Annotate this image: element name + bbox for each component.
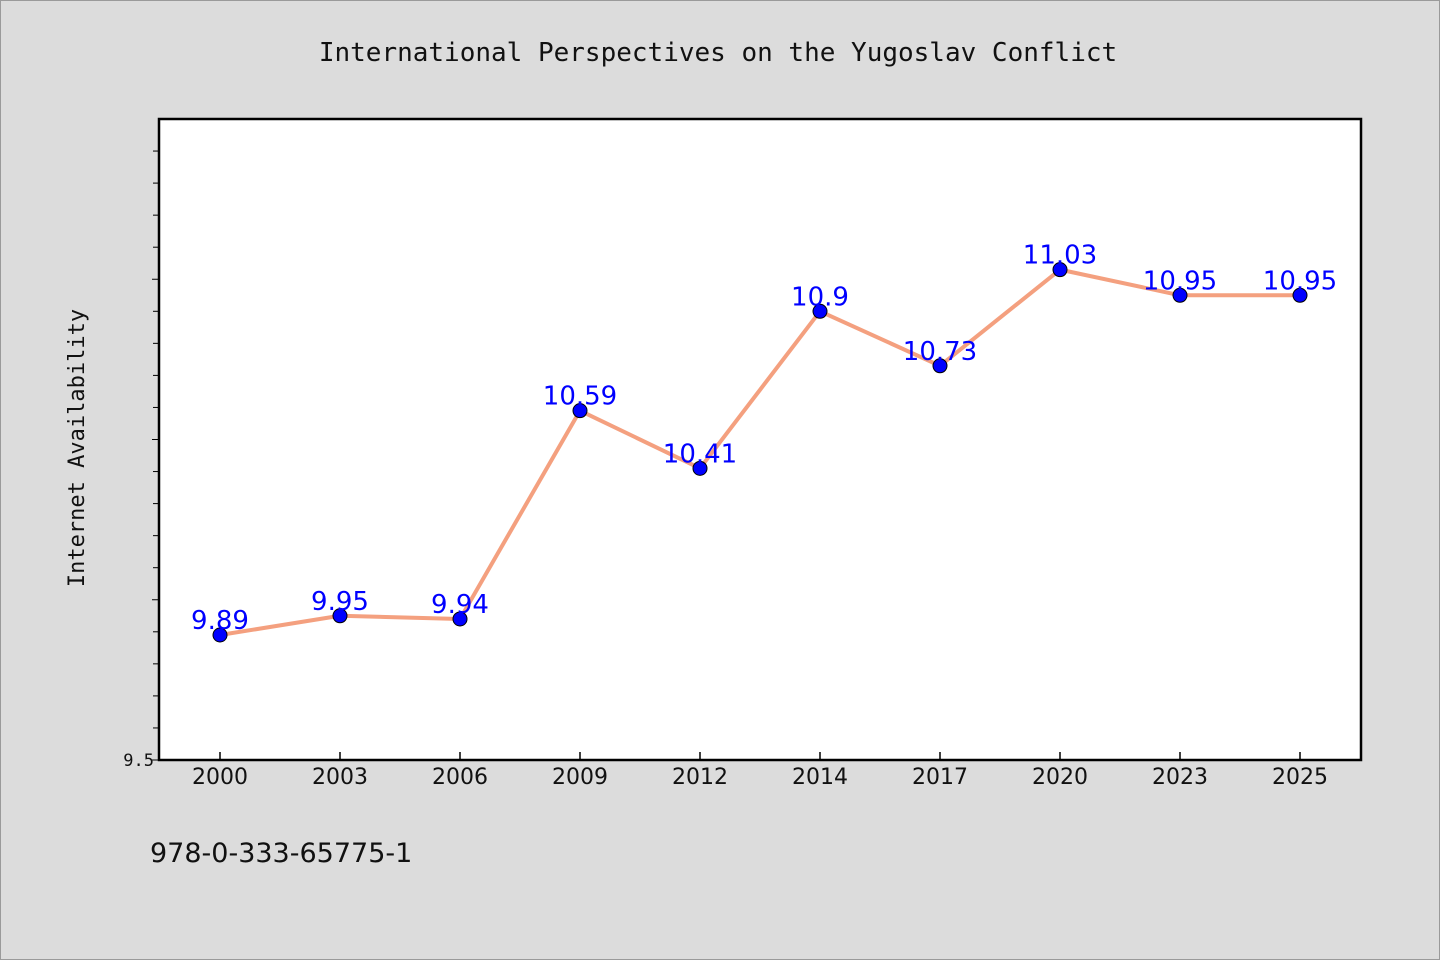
y-axis-ticks: 9.5	[123, 150, 159, 771]
data-point-marker	[572, 403, 588, 419]
data-point-marker	[212, 627, 228, 643]
data-point-marker	[812, 303, 828, 319]
data-point-marker	[1172, 287, 1188, 303]
data-point-marker	[1052, 262, 1068, 278]
x-tick-label: 2025	[1272, 765, 1328, 790]
isbn-footer: 978-0-333-65775-1	[150, 838, 412, 869]
data-label: 9.95	[311, 587, 369, 617]
data-point-marker	[452, 611, 468, 627]
data-label: 10.95	[1263, 266, 1337, 296]
data-point-marker	[332, 608, 348, 624]
data-label: 10.59	[543, 382, 617, 412]
data-point-marker	[692, 460, 708, 476]
data-point-marker	[932, 358, 948, 374]
x-tick-label: 2009	[552, 765, 608, 790]
chart-title: International Perspectives on the Yugosl…	[319, 38, 1117, 68]
data-label: 9.89	[191, 606, 249, 636]
y-tick-label: 9.5	[123, 751, 154, 771]
x-tick-label: 2014	[792, 765, 848, 790]
x-tick-label: 2012	[672, 765, 728, 790]
plot-area	[157, 117, 1363, 762]
x-axis-ticks: 2000 2003 2006 2009 2012 2014 2017 2020 2023 2025	[192, 752, 1328, 790]
data-label: 11.03	[1023, 241, 1097, 271]
series-line	[219, 267, 1300, 637]
series-line-group	[212, 262, 1308, 643]
data-label: 10.73	[903, 337, 977, 367]
x-tick-label: 2020	[1032, 765, 1088, 790]
data-labels-group: 9.89 9.95 9.94 10.59 10.41 10.9 10.73 11.03 10.9…	[191, 241, 1337, 636]
x-tick-label: 2006	[432, 765, 488, 790]
y-axis-label: Internet Availability	[65, 309, 90, 587]
data-label: 10.95	[1143, 266, 1217, 296]
data-point-marker	[1292, 287, 1308, 303]
x-tick-label: 2003	[312, 765, 368, 790]
x-tick-label: 2000	[192, 765, 248, 790]
data-label: 9.94	[431, 590, 489, 620]
x-tick-label: 2023	[1152, 765, 1208, 790]
x-tick-label: 2017	[912, 765, 968, 790]
data-label: 10.9	[791, 282, 849, 312]
data-label: 10.41	[663, 439, 737, 469]
